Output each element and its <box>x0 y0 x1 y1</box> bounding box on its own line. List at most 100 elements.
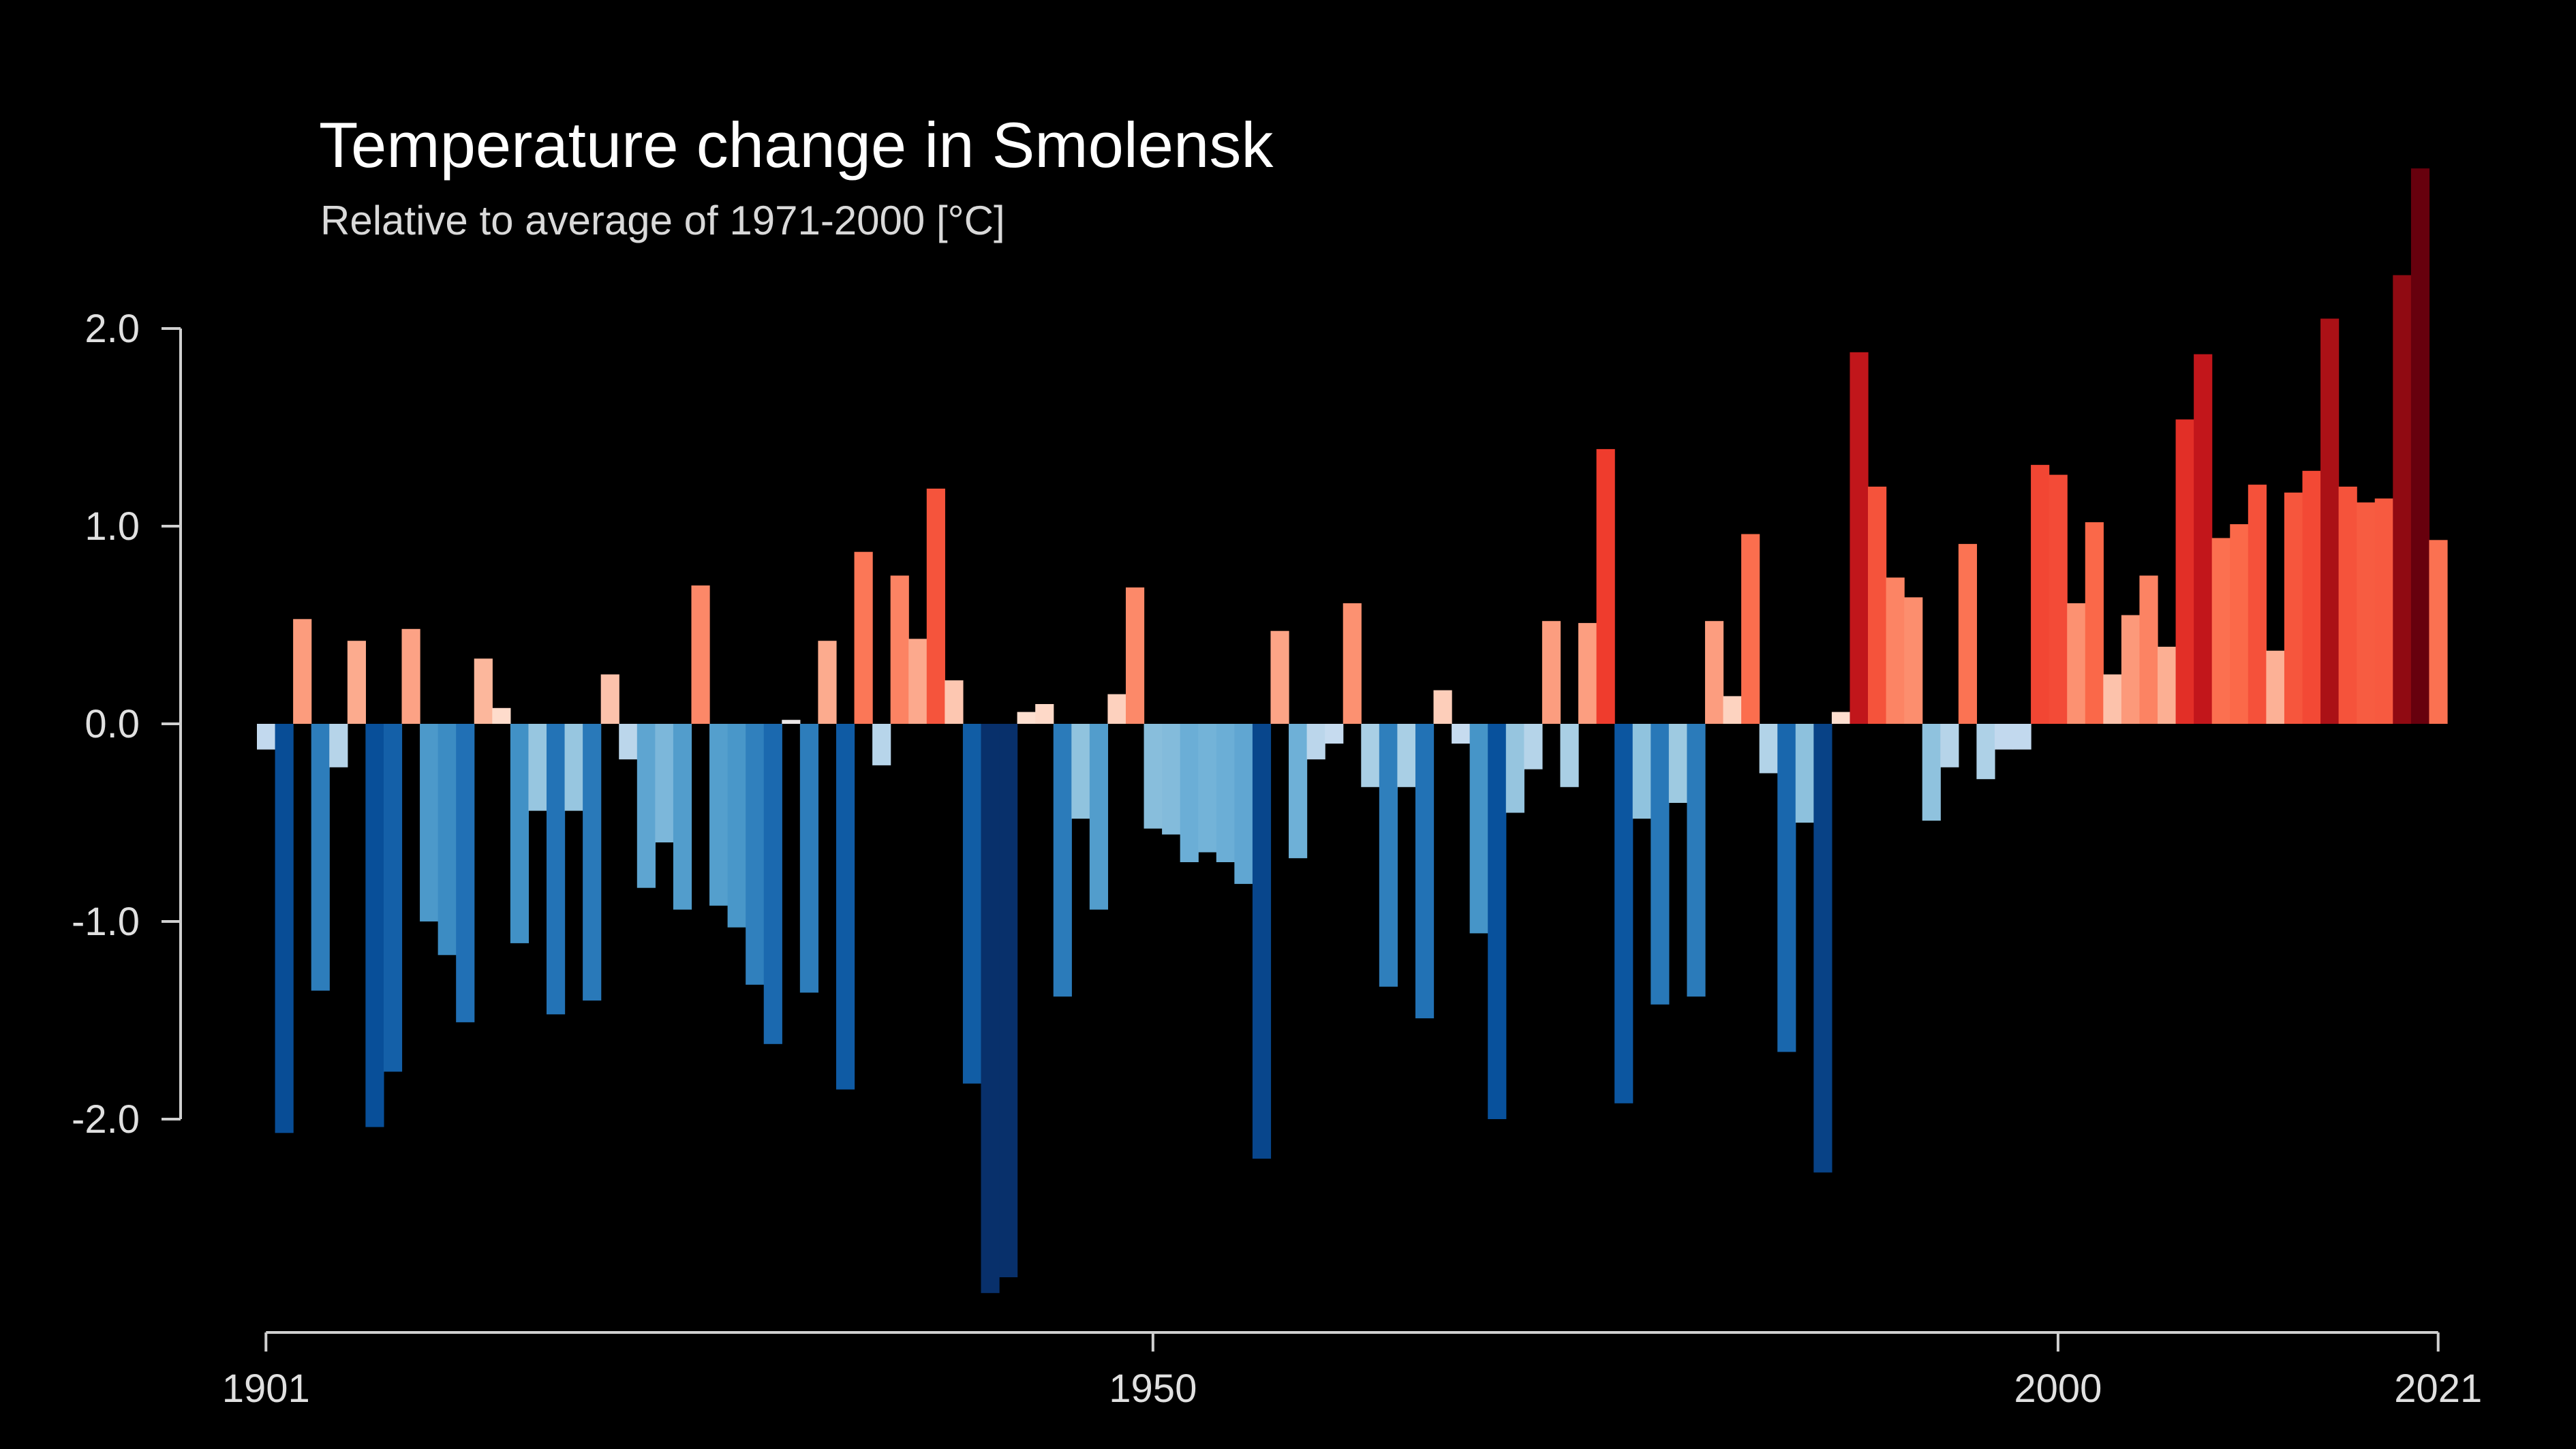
bar-2019 <box>2393 275 2412 724</box>
bar-1959 <box>1306 724 1325 760</box>
bar-2015 <box>2320 318 2340 724</box>
bar-1969 <box>1488 724 1507 1119</box>
bar-1905 <box>329 724 348 767</box>
x-tick-label: 1901 <box>222 1367 310 1411</box>
bar-1943 <box>1017 712 1036 724</box>
bar-1996 <box>1976 724 1995 780</box>
bar-1965 <box>1415 724 1435 1019</box>
bar-1995 <box>1958 544 1977 724</box>
bar-1934 <box>854 551 873 724</box>
bar-2001 <box>2067 603 2086 724</box>
bar-1982 <box>1723 696 1742 724</box>
bar-2011 <box>2248 485 2267 724</box>
bar-1949 <box>1125 587 1145 724</box>
bar-1930 <box>782 720 801 724</box>
bar-1980 <box>1687 724 1706 997</box>
bar-1938 <box>926 488 945 724</box>
bar-1952 <box>1180 724 1199 862</box>
bar-1916 <box>528 724 547 811</box>
bar-1979 <box>1668 724 1687 803</box>
bar-2010 <box>2230 524 2249 724</box>
bar-1966 <box>1433 690 1452 724</box>
bar-2014 <box>2302 470 2321 724</box>
bar-1962 <box>1361 724 1380 787</box>
bar-1925 <box>691 585 710 724</box>
bar-1953 <box>1198 724 1217 853</box>
bar-1924 <box>673 724 692 910</box>
bar-1985 <box>1777 724 1796 1052</box>
bar-1904 <box>311 724 330 991</box>
bar-1914 <box>492 707 511 724</box>
bar-2005 <box>2139 575 2158 724</box>
bar-2002 <box>2085 522 2104 724</box>
bar-1957 <box>1270 630 1289 724</box>
bar-1976 <box>1614 724 1634 1103</box>
bar-1997 <box>1994 724 2014 750</box>
bar-1919 <box>583 724 602 1001</box>
bar-1964 <box>1397 724 1416 787</box>
bar-1909 <box>401 628 420 724</box>
y-axis: 2.0 1.0 0.0 -1.0 -2.0 <box>72 307 182 1142</box>
bar-1975 <box>1596 448 1615 724</box>
bar-1912 <box>456 724 475 1022</box>
bar-2003 <box>2103 674 2122 724</box>
bar-2000 <box>2049 474 2068 724</box>
bar-1936 <box>890 575 909 724</box>
bar-1945 <box>1053 724 1072 997</box>
y-tick-label: -2.0 <box>72 1097 140 1142</box>
bar-1922 <box>637 724 656 888</box>
bar-1911 <box>438 724 457 956</box>
bar-1921 <box>619 724 638 760</box>
bar-1903 <box>293 619 312 724</box>
bar-1970 <box>1505 724 1524 813</box>
bar-1915 <box>510 724 530 943</box>
x-tick-label: 1950 <box>1109 1367 1197 1411</box>
bar-1988 <box>1831 712 1851 724</box>
chart-title: Temperature change in Smolensk <box>319 109 1274 181</box>
bar-1906 <box>347 641 366 724</box>
bar-1946 <box>1071 724 1090 819</box>
bar-1937 <box>908 639 927 724</box>
bar-1956 <box>1252 724 1272 1159</box>
bar-2004 <box>2121 615 2141 724</box>
bar-1951 <box>1162 724 1181 835</box>
bar-2018 <box>2374 498 2393 724</box>
bar-1948 <box>1107 694 1126 724</box>
y-tick-label: 1.0 <box>85 504 140 549</box>
bar-1961 <box>1343 603 1362 724</box>
bar-1987 <box>1813 724 1833 1173</box>
bar-1910 <box>420 724 439 921</box>
bar-1918 <box>564 724 583 811</box>
bar-1929 <box>763 724 782 1044</box>
bar-1901 <box>257 724 276 750</box>
bar-1939 <box>945 680 964 724</box>
bar-1935 <box>872 724 891 765</box>
chart-subtitle: Relative to average of 1971-2000 [°C] <box>320 198 1005 243</box>
x-axis: 1901 1950 2000 2021 <box>222 1331 2482 1411</box>
bar-2020 <box>2410 168 2430 724</box>
bar-2013 <box>2284 492 2303 724</box>
bar-1908 <box>383 724 403 1072</box>
bar-1928 <box>746 724 765 985</box>
bar-1923 <box>655 724 674 842</box>
bar-1954 <box>1216 724 1235 862</box>
y-tick-label: -1.0 <box>72 900 140 944</box>
bar-1978 <box>1651 724 1670 1005</box>
bar-1950 <box>1144 724 1163 829</box>
bar-1977 <box>1632 724 1651 819</box>
bar-1989 <box>1850 352 1869 724</box>
bar-1907 <box>365 724 384 1127</box>
bar-1942 <box>999 724 1018 1277</box>
bar-1931 <box>799 724 819 993</box>
bar-1968 <box>1469 724 1488 934</box>
bar-1913 <box>474 658 493 724</box>
bar-1947 <box>1089 724 1109 910</box>
bar-1986 <box>1795 724 1814 823</box>
bars-layer <box>257 168 2448 1294</box>
bar-2021 <box>2429 540 2448 724</box>
bar-1971 <box>1524 724 1543 769</box>
bar-2007 <box>2175 419 2194 724</box>
bar-1993 <box>1922 724 1941 821</box>
